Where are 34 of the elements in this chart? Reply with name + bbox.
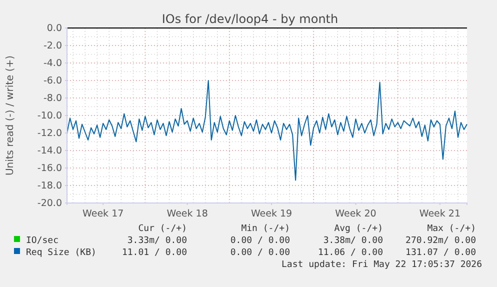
x-tick-label: Week 17 xyxy=(82,208,124,220)
x-tick-label: Week 21 xyxy=(419,208,461,220)
legend-label: Req Size (KB) xyxy=(26,248,96,258)
text: 11.06 / 0.00 xyxy=(318,248,383,258)
y-tick-label: -14.0 xyxy=(37,146,62,157)
text: 3.38m/ 0.00 xyxy=(323,236,383,246)
y-tick-label: -4.0 xyxy=(43,58,62,70)
text: Last update: Fri May 22 17:05:37 2026 xyxy=(282,260,482,270)
text: Cur (-/+) xyxy=(138,224,187,234)
y-tick-label: -18.0 xyxy=(37,180,62,192)
text: Max (-/+) xyxy=(427,224,476,234)
x-tick-label: Week 18 xyxy=(166,208,208,220)
text: 131.07 / 0.00 xyxy=(406,248,476,258)
y-tick-label: -10.0 xyxy=(37,110,62,122)
x-tick-label: Week 20 xyxy=(335,208,376,220)
y-tick-label: -8.0 xyxy=(43,93,62,104)
y-tick-label: -6.0 xyxy=(43,76,62,87)
y-tick-label: 0.0 xyxy=(46,23,62,34)
text: Min (-/+) xyxy=(241,224,290,234)
x-tick-label: Week 19 xyxy=(250,208,292,220)
text: 270.92m/ 0.00 xyxy=(406,236,476,246)
text: 11.01 / 0.00 xyxy=(122,248,187,258)
line-series xyxy=(66,80,468,181)
text: Avg (-/+) xyxy=(334,224,383,234)
y-tick-label: -2.0 xyxy=(43,40,62,52)
y-axis-title: Units read (-) / write (+) xyxy=(5,55,16,176)
legend-label: IO/sec xyxy=(26,236,59,246)
chart-title: IOs for /dev/loop4 - by month xyxy=(162,12,338,26)
y-tick-label: -12.0 xyxy=(37,128,62,140)
text: 0.00 / 0.00 xyxy=(230,248,290,258)
text: 0.00 / 0.00 xyxy=(230,236,290,246)
text: 3.33m/ 0.00 xyxy=(127,236,187,246)
y-tick-label: -20.0 xyxy=(37,198,62,210)
y-tick-label: -16.0 xyxy=(37,163,62,174)
